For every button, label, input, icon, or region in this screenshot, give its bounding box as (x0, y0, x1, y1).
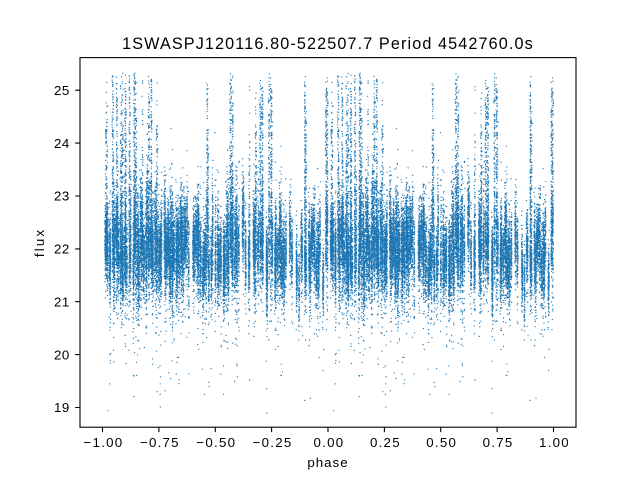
svg-text:0.00: 0.00 (314, 435, 345, 450)
svg-text:flux: flux (32, 228, 47, 258)
svg-text:25: 25 (54, 83, 70, 98)
svg-text:23: 23 (54, 189, 70, 204)
svg-text:20: 20 (54, 347, 70, 362)
svg-text:−0.50: −0.50 (196, 435, 236, 450)
svg-text:24: 24 (54, 136, 70, 151)
svg-text:phase: phase (307, 455, 348, 470)
svg-text:1SWASPJ120116.80-522507.7 Peri: 1SWASPJ120116.80-522507.7 Period 4542760… (122, 35, 534, 53)
svg-text:0.50: 0.50 (426, 435, 457, 450)
svg-text:0.25: 0.25 (370, 435, 401, 450)
svg-text:22: 22 (54, 242, 70, 257)
svg-text:−0.25: −0.25 (253, 435, 293, 450)
svg-text:−0.75: −0.75 (140, 435, 180, 450)
svg-text:21: 21 (54, 294, 70, 309)
svg-text:−1.00: −1.00 (84, 435, 124, 450)
svg-text:0.75: 0.75 (483, 435, 514, 450)
svg-text:1.00: 1.00 (539, 435, 570, 450)
svg-text:19: 19 (54, 400, 70, 415)
